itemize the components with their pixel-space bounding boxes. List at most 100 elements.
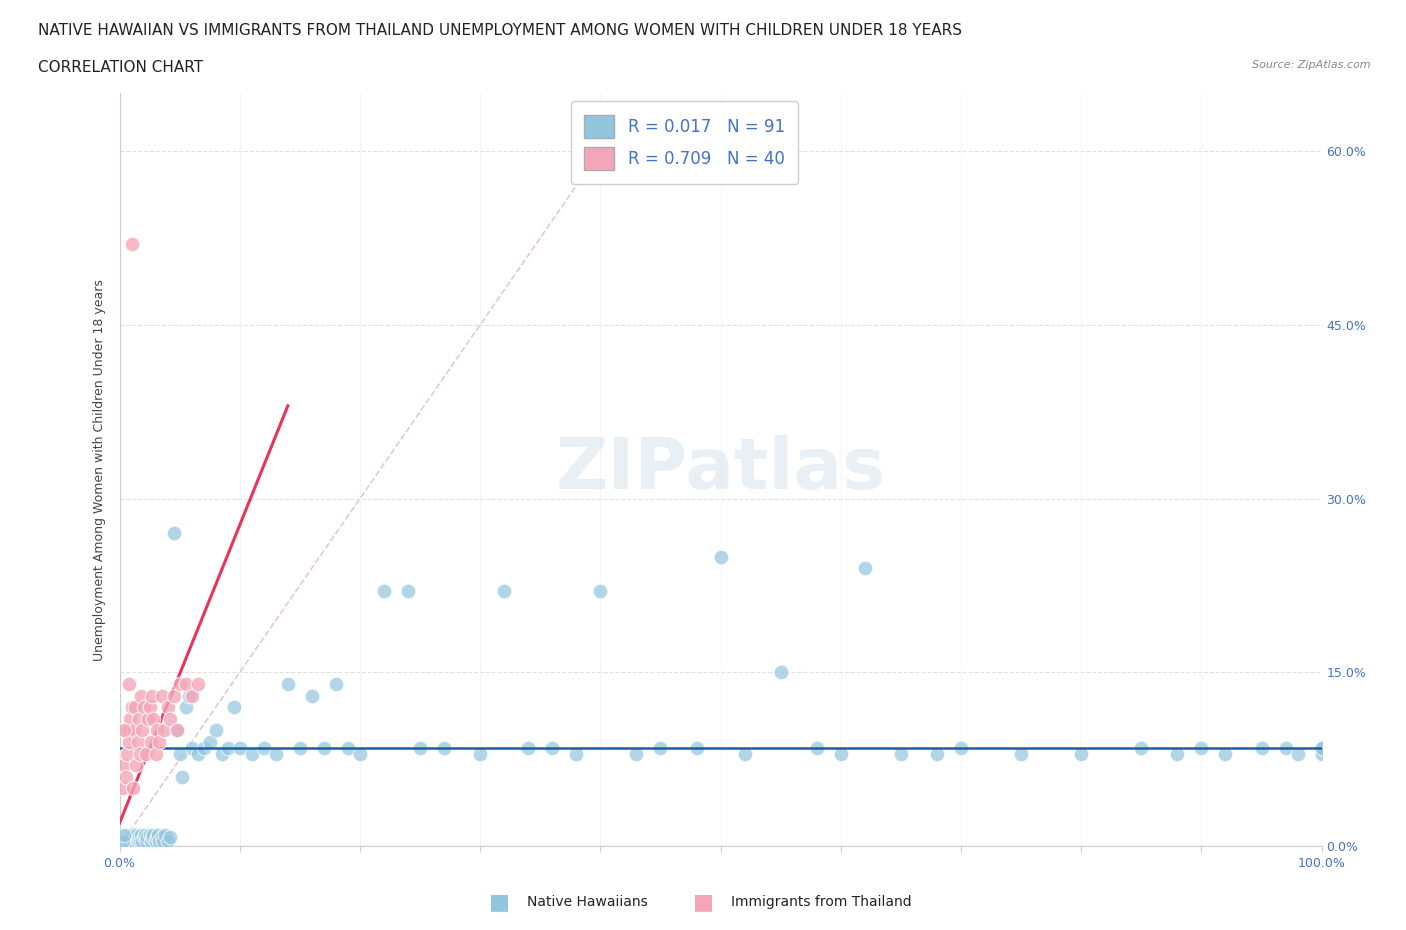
Point [132,830,155,844]
Point [156,699,179,714]
Point [129,828,152,843]
Point [301,688,323,703]
Point [170,769,193,784]
Point [118,735,141,750]
Point [169,746,191,761]
Point [565,746,588,761]
Point [159,830,181,844]
Point [468,746,492,761]
Point [146,830,169,844]
Point [1310,746,1333,761]
Legend: R = 0.017   N = 91, R = 0.709   N = 40: R = 0.017 N = 91, R = 0.709 N = 40 [571,101,799,183]
Point [187,746,209,761]
Text: ■: ■ [693,892,713,912]
Point [1250,740,1272,755]
Point [139,735,162,750]
Point [253,740,276,755]
Point [115,746,138,761]
Point [150,688,173,703]
Point [118,677,141,692]
Point [228,740,252,755]
Point [396,584,419,599]
Text: CORRELATION CHART: CORRELATION CHART [38,60,202,75]
Point [373,584,395,599]
Point [1010,746,1032,761]
Point [159,711,181,726]
Text: NATIVE HAWAIIAN VS IMMIGRANTS FROM THAILAND UNEMPLOYMENT AMONG WOMEN WITH CHILDR: NATIVE HAWAIIAN VS IMMIGRANTS FROM THAIL… [38,23,962,38]
Point [145,833,167,848]
Point [145,746,167,761]
Point [153,828,176,843]
Point [131,723,153,737]
Point [325,677,347,692]
Point [142,828,165,843]
Point [174,699,197,714]
Point [709,549,731,564]
Point [114,833,136,848]
Point [124,699,146,714]
Point [112,828,135,843]
Text: Immigrants from Thailand: Immigrants from Thailand [731,895,911,910]
Point [141,830,163,844]
Point [127,833,149,848]
Point [135,833,157,848]
Point [124,830,146,844]
Text: Native Hawaiians: Native Hawaiians [527,895,648,910]
Point [1070,746,1092,761]
Point [128,830,150,844]
Point [121,781,143,796]
Point [1286,746,1309,761]
Point [890,746,912,761]
Text: ZIPatlas: ZIPatlas [555,435,886,504]
Point [117,828,139,843]
Point [138,711,160,726]
Point [121,699,143,714]
Point [134,828,156,843]
Point [112,723,135,737]
Point [129,688,152,703]
Point [494,584,516,599]
Point [166,723,188,737]
Point [211,746,233,761]
Point [198,735,221,750]
Point [146,828,169,843]
Point [148,833,170,848]
Point [187,677,209,692]
Point [112,781,135,796]
Point [277,677,299,692]
Point [734,746,756,761]
Point [217,740,239,755]
Point [112,758,135,773]
Point [146,723,169,737]
Point [806,740,828,755]
Text: Source: ZipAtlas.com: Source: ZipAtlas.com [1253,60,1371,71]
Point [132,699,155,714]
Point [685,740,707,755]
Point [166,723,188,737]
Point [138,699,160,714]
Point [179,688,201,703]
Point [121,236,143,251]
Point [240,746,263,761]
Point [589,584,612,599]
Point [1189,740,1212,755]
Point [121,828,143,843]
Point [349,746,371,761]
Point [136,830,159,844]
Point [150,830,173,844]
Point [169,677,191,692]
Point [541,740,564,755]
Point [1310,740,1333,755]
Point [118,833,141,848]
Point [162,688,184,703]
Point [129,833,152,848]
Point [135,746,157,761]
Y-axis label: Unemployment Among Women with Children Under 18 years: Unemployment Among Women with Children U… [93,279,107,660]
Point [122,723,145,737]
Point [114,769,136,784]
Point [650,740,672,755]
Point [336,740,359,755]
Point [148,735,170,750]
Point [288,740,311,755]
Point [139,833,162,848]
